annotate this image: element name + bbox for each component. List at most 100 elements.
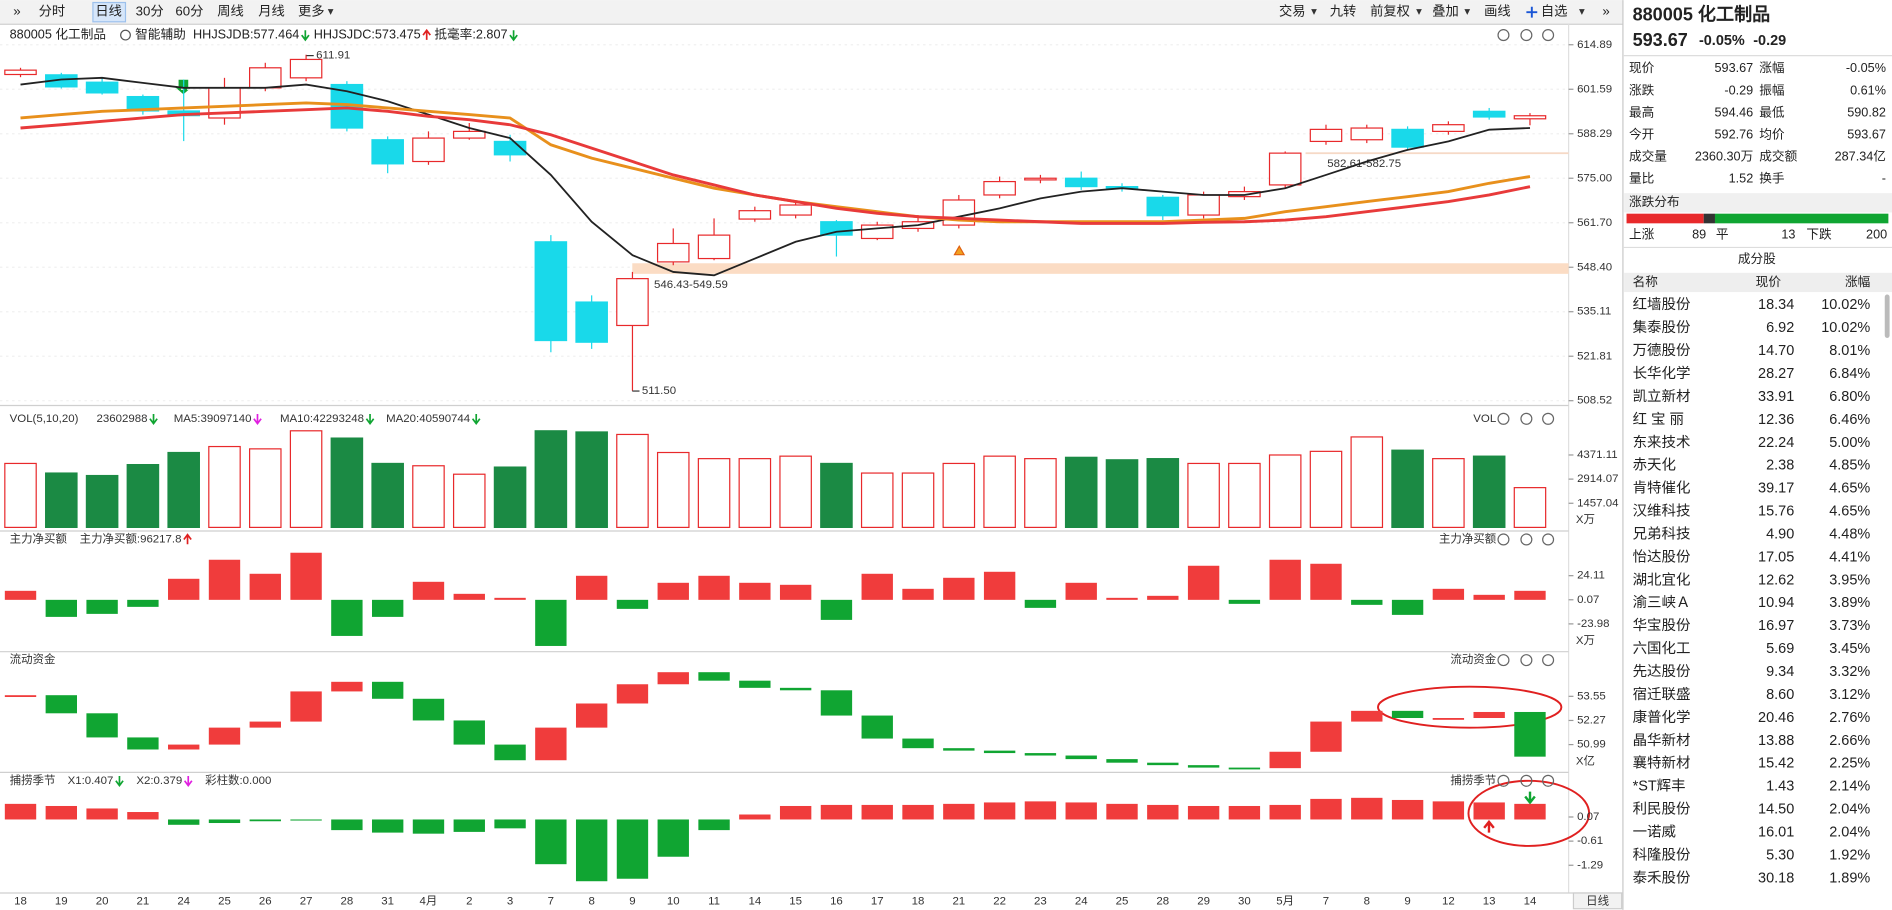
zone-band — [1305, 152, 1569, 155]
dropdown-caret[interactable]: ▾ — [1416, 6, 1422, 18]
panel-icon[interactable] — [1542, 774, 1555, 787]
date-label: 27 — [300, 895, 313, 907]
stock-name[interactable]: 华宝股份 — [1633, 617, 1691, 634]
stock-value: 4.41% — [1829, 549, 1870, 565]
dropdown-caret[interactable]: ▾ — [1464, 6, 1470, 18]
toolbar-tab[interactable]: 60分 — [175, 4, 203, 19]
assist-label[interactable]: 智能辅助 — [135, 27, 186, 41]
toolbar-button[interactable]: 画线 — [1484, 4, 1511, 19]
histogram-bar — [943, 577, 975, 600]
stock-name[interactable]: 集泰股份 — [1633, 319, 1691, 336]
y-tick-label: -23.98 — [1577, 618, 1609, 630]
panel-icon[interactable] — [1497, 412, 1510, 425]
indicator-value: HHJSJDC:573.475 — [314, 27, 421, 41]
stock-name[interactable]: 凯立新材 — [1633, 388, 1691, 405]
toolbar-tab[interactable]: 分时 — [39, 4, 66, 19]
toolbar-tab[interactable]: 更多 — [298, 3, 325, 19]
stock-name[interactable]: 肯特催化 — [1633, 480, 1691, 497]
toolbar-button[interactable]: 叠加 — [1432, 4, 1459, 19]
stock-name[interactable]: 红 宝 丽 — [1633, 411, 1684, 428]
signal-icon — [953, 245, 966, 256]
field-value: 592.76 — [1715, 127, 1754, 141]
stock-name[interactable]: 东来技术 — [1633, 434, 1691, 451]
flow-bar — [575, 703, 608, 728]
volume-bar — [85, 474, 119, 529]
flow-bar — [1391, 710, 1424, 719]
panel-icon[interactable] — [1497, 29, 1510, 42]
highlight-ellipse — [1467, 779, 1591, 847]
panel-icon[interactable] — [1520, 412, 1533, 425]
panel-value: MA20:40590744 — [386, 413, 471, 425]
toolbar-button[interactable]: 九转 — [1330, 4, 1357, 19]
stock-name[interactable]: 泰禾股份 — [1633, 869, 1691, 886]
panel-icon[interactable] — [1542, 412, 1555, 425]
arrow-icon — [115, 775, 124, 788]
dist-up — [1626, 213, 1704, 224]
plus-icon[interactable] — [1526, 6, 1538, 18]
dist-label: 上涨 — [1629, 228, 1655, 242]
stock-name[interactable]: 先达股份 — [1633, 663, 1691, 680]
dropdown-caret[interactable]: ▾ — [1311, 6, 1317, 18]
stock-name[interactable]: 渝三峡Ａ — [1633, 594, 1691, 611]
toolbar-tab[interactable]: 30分 — [136, 4, 164, 19]
panel-icon[interactable] — [1542, 29, 1555, 42]
collapse-icon[interactable]: » — [13, 4, 20, 19]
histogram-bar — [575, 575, 608, 600]
panel-icon[interactable] — [1520, 654, 1533, 667]
field-value: -0.05% — [1846, 61, 1886, 75]
stock-value: 8.01% — [1829, 343, 1870, 359]
stock-name[interactable]: 湖北宜化 — [1633, 571, 1691, 588]
stock-name[interactable]: 怡达股份 — [1633, 548, 1691, 565]
date-label: 26 — [259, 895, 272, 907]
stock-name[interactable]: *ST辉丰 — [1633, 778, 1686, 795]
stock-name[interactable]: 一诺威 — [1633, 824, 1676, 841]
stock-name[interactable]: 兄弟科技 — [1633, 525, 1691, 542]
toolbar-button[interactable]: 自选 — [1541, 4, 1568, 19]
flow-bar — [739, 680, 771, 688]
stock-value: 20.46 — [1758, 710, 1794, 726]
scrollbar[interactable] — [1884, 294, 1890, 338]
stock-value: 4.65% — [1829, 481, 1870, 497]
column-header[interactable]: 现价 — [1756, 275, 1782, 289]
toolbar-button[interactable]: 前复权 — [1370, 3, 1410, 19]
toolbar-tab[interactable]: 周线 — [217, 4, 244, 19]
panel-icon[interactable] — [1520, 774, 1533, 787]
stock-name[interactable]: 科隆股份 — [1633, 846, 1691, 863]
stock-name[interactable]: 六国化工 — [1633, 640, 1691, 657]
stock-value: 2.14% — [1829, 779, 1870, 795]
stock-name[interactable]: 汉维科技 — [1633, 503, 1691, 520]
dropdown-caret[interactable]: ▾ — [328, 6, 334, 18]
histogram-bar — [1473, 802, 1505, 820]
stock-name[interactable]: 康普化学 — [1633, 709, 1691, 726]
field-label: 换手 — [1759, 172, 1785, 186]
stock-name[interactable]: 襄特新材 — [1633, 755, 1691, 772]
stock-name[interactable]: 宿迁联盛 — [1633, 686, 1691, 703]
axis-unit: X万 — [1576, 635, 1595, 647]
column-header[interactable]: 名称 — [1633, 274, 1659, 289]
stock-name[interactable]: 红墙股份 — [1633, 296, 1691, 313]
panel-icon[interactable] — [1497, 774, 1510, 787]
expand-icon[interactable]: » — [1602, 4, 1609, 19]
assist-icon[interactable] — [120, 29, 131, 41]
panel-icon[interactable] — [1542, 654, 1555, 667]
stock-name[interactable]: 晶华新材 — [1633, 732, 1691, 749]
stock-name[interactable]: 长华化学 — [1633, 365, 1691, 382]
field-value: 2360.30万 — [1695, 150, 1753, 164]
dropdown-caret[interactable]: ▾ — [1579, 6, 1585, 18]
toolbar-tab[interactable]: 月线 — [258, 4, 285, 19]
stock-value: 3.95% — [1829, 572, 1870, 588]
panel-title: VOL(5,10,20) — [10, 413, 79, 425]
column-header[interactable]: 涨幅 — [1845, 275, 1871, 289]
panel-icon[interactable] — [1497, 654, 1510, 667]
y-tick-label: 535.11 — [1577, 306, 1611, 318]
flow-bar — [902, 738, 934, 749]
stock-name[interactable]: 赤天化 — [1633, 457, 1676, 474]
panel-icon[interactable] — [1497, 533, 1510, 546]
stock-name[interactable]: 利民股份 — [1633, 801, 1691, 818]
panel-icon[interactable] — [1520, 29, 1533, 42]
panel-icon[interactable] — [1542, 533, 1555, 546]
toolbar-button[interactable]: 交易 — [1279, 3, 1306, 19]
panel-icon[interactable] — [1520, 533, 1533, 546]
stock-name[interactable]: 万德股份 — [1633, 342, 1691, 359]
toolbar-tab[interactable]: 日线 — [95, 4, 122, 19]
